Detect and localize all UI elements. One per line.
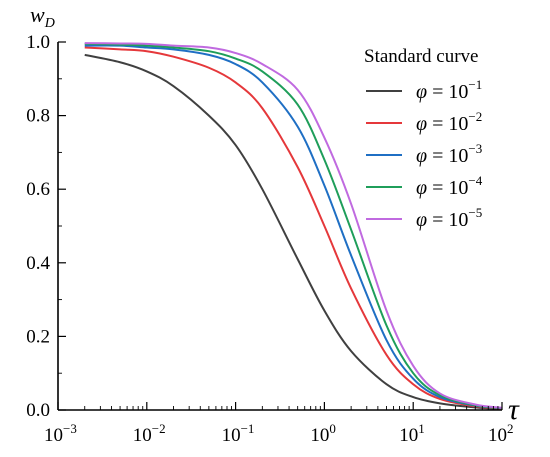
x-tick-label: 100 — [310, 421, 336, 446]
y-axis-title-main: w — [30, 2, 45, 27]
series-line-3 — [84, 44, 503, 410]
legend-label-exponent: −2 — [468, 109, 482, 124]
y-tick-label: 0.6 — [26, 179, 50, 200]
series-line-4 — [84, 42, 503, 410]
y-axis-title-subscript: D — [44, 16, 55, 31]
legend-label-symbol: φ — [416, 177, 427, 199]
x-tick-label: 10−2 — [133, 421, 166, 446]
series-line-2 — [84, 46, 503, 410]
x-tick-label-exponent: 0 — [329, 421, 336, 436]
legend-title: Standard curve — [364, 46, 478, 67]
legend-label-5: φ = 10−5 — [416, 205, 482, 231]
legend: Standard curve φ = 10−1φ = 10−2φ = 10−3φ… — [364, 46, 483, 231]
x-ticks — [57, 402, 503, 410]
legend-label-base: = 10 — [427, 113, 468, 135]
x-tick-label: 102 — [488, 421, 514, 446]
y-ticks — [58, 41, 66, 411]
x-tick-label-exponent: 2 — [507, 421, 514, 436]
series-line-1 — [84, 53, 503, 410]
x-axis-title: τ — [508, 393, 520, 426]
legend-label-symbol: φ — [416, 145, 427, 167]
x-tick-label-base: 10 — [44, 425, 63, 446]
legend-label-symbol: φ — [416, 81, 427, 103]
x-tick-label-base: 10 — [488, 425, 507, 446]
legend-label-exponent: −4 — [468, 173, 482, 188]
legend-label-exponent: −1 — [468, 77, 482, 92]
y-tick-label: 0.2 — [26, 326, 50, 347]
legend-label-4: φ = 10−4 — [416, 173, 483, 199]
legend-label-1: φ = 10−1 — [416, 77, 482, 103]
y-tick-label: 0.8 — [26, 106, 50, 127]
y-tick-label: 1.0 — [26, 32, 50, 53]
legend-label-base: = 10 — [427, 209, 468, 231]
x-tick-label-exponent: −3 — [63, 421, 77, 436]
x-tick-label: 10−1 — [222, 421, 255, 446]
legend-label-base: = 10 — [427, 177, 468, 199]
legend-label-2: φ = 10−2 — [416, 109, 482, 135]
series-curves — [84, 42, 503, 410]
x-tick-labels: 10−3 10−2 10−1 100 101 102 — [44, 421, 514, 446]
legend-label-exponent: −3 — [468, 141, 482, 156]
y-tick-labels: 0.0 0.2 0.4 0.6 0.8 1.0 — [26, 32, 50, 421]
legend-items: φ = 10−1φ = 10−2φ = 10−3φ = 10−4φ = 10−5 — [366, 77, 483, 231]
y-tick-label: 0.0 — [26, 400, 50, 421]
legend-label-exponent: −5 — [468, 205, 482, 220]
x-tick-label-base: 10 — [399, 425, 418, 446]
y-axis-title: wD — [30, 2, 55, 31]
x-tick-label-exponent: −2 — [152, 421, 166, 436]
legend-label-3: φ = 10−3 — [416, 141, 482, 167]
x-tick-label-exponent: −1 — [241, 421, 255, 436]
legend-label-symbol: φ — [416, 209, 427, 231]
x-tick-label-base: 10 — [222, 425, 241, 446]
x-tick-label-exponent: 1 — [418, 421, 425, 436]
x-tick-label-base: 10 — [133, 425, 152, 446]
x-tick-label: 101 — [399, 421, 425, 446]
legend-label-base: = 10 — [427, 81, 468, 103]
x-tick-label: 10−3 — [44, 421, 77, 446]
y-tick-label: 0.4 — [26, 253, 50, 274]
series-line-5 — [84, 42, 503, 409]
x-tick-label-base: 10 — [310, 425, 329, 446]
legend-label-symbol: φ — [416, 113, 427, 135]
legend-label-base: = 10 — [427, 145, 468, 167]
